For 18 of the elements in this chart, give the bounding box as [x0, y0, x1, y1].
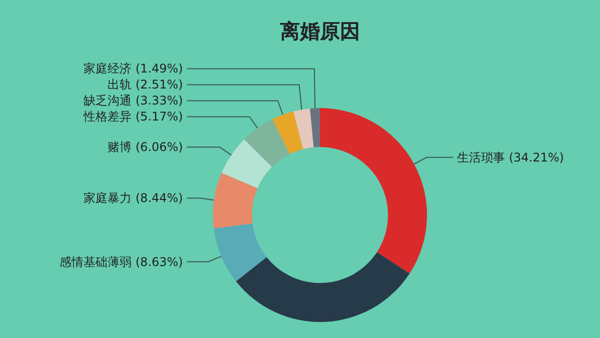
- donut-slice: [293, 108, 314, 150]
- slice-label: 赌博 (6.06%): [108, 140, 183, 154]
- donut-slice: [236, 252, 410, 322]
- donut-slice: [320, 108, 427, 274]
- slice-label: 缺乏沟通 (3.33%): [84, 94, 183, 108]
- donut-slice: [272, 111, 304, 154]
- donut-slice: [213, 172, 258, 228]
- slice-label: 性格差异 (5.17%): [82, 110, 183, 124]
- slice-label: 生活琐事 (34.21%): [457, 150, 564, 164]
- slice-label: 家庭经济 (1.49%): [84, 62, 183, 76]
- donut-slice: [244, 119, 290, 167]
- slice-label: 出轨 (2.51%): [108, 78, 183, 92]
- slice-label: 家庭暴力 (8.44%): [84, 191, 183, 206]
- donut-slice: [310, 108, 320, 148]
- chart-title: 离婚原因: [279, 19, 360, 43]
- donut-slice: [222, 139, 272, 188]
- donut-slice: [214, 224, 267, 282]
- slice-label: 感情基础薄弱 (8.63%): [60, 254, 183, 269]
